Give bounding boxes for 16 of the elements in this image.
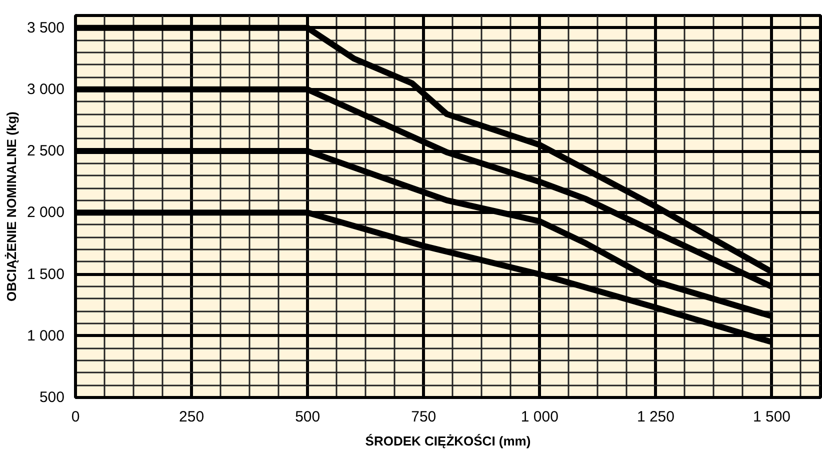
y-tick-label: 2 500: [26, 142, 65, 160]
x-tick-label: 250: [179, 408, 204, 426]
y-tick-label: 500: [39, 389, 65, 406]
y-tick-label: 3 000: [26, 80, 65, 98]
x-tick-label: 1 250: [636, 408, 674, 426]
x-tick-label: 0: [71, 408, 80, 426]
x-tick-label: 750: [411, 408, 436, 426]
y-tick-label: 1 500: [26, 266, 65, 283]
x-tick-label: 500: [295, 408, 320, 426]
y-tick-label: 2 000: [26, 204, 65, 222]
y-tick-label: 3 500: [26, 19, 65, 36]
x-tick-label: 1 000: [520, 408, 558, 426]
x-axis-title: ŚRODEK CIĘŻKOŚCI (mm): [365, 434, 531, 448]
y-axis-title: OBCIĄŻENIE NOMINALNE (kg): [4, 112, 19, 302]
y-tick-label: 1 000: [26, 327, 65, 344]
x-tick-label: 1 500: [752, 408, 791, 426]
